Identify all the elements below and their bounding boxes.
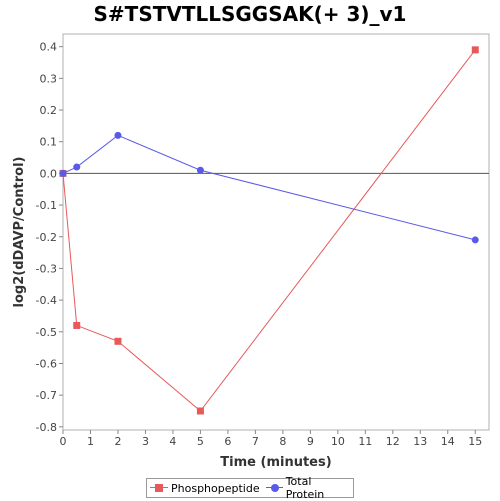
data-point (114, 337, 122, 345)
x-tick-label: 15 (468, 435, 482, 448)
x-axis-label: Time (minutes) (220, 455, 331, 470)
x-tick-label: 2 (114, 435, 121, 448)
y-tick-label: -0.2 (36, 231, 57, 244)
x-tick-label: 3 (142, 435, 149, 448)
y-tick-label: 0.1 (40, 136, 58, 149)
data-point (73, 321, 81, 329)
legend-label: Phosphopeptide (171, 481, 260, 495)
circle-marker-icon (265, 483, 283, 493)
data-point (59, 169, 67, 177)
x-tick-label: 6 (224, 435, 231, 448)
legend-item-total-protein: Total Protein (265, 475, 350, 501)
x-tick-label: 0 (60, 435, 67, 448)
y-tick-label: 0.3 (40, 72, 58, 85)
y-tick-label: -0.6 (36, 357, 57, 370)
y-tick-label: -0.4 (36, 294, 57, 307)
square-marker-icon (150, 483, 168, 493)
legend-label: Total Protein (285, 475, 325, 501)
y-tick-label: -0.7 (36, 389, 57, 402)
x-tick-label: 5 (197, 435, 204, 448)
y-tick-label: -0.1 (36, 199, 57, 212)
x-tick-label: 8 (279, 435, 286, 448)
x-tick-label: 13 (413, 435, 427, 448)
x-tick-label: 11 (358, 435, 372, 448)
data-point (73, 163, 81, 171)
x-tick-label: 4 (169, 435, 176, 448)
plot-area (62, 33, 490, 431)
data-point (196, 166, 204, 174)
data-point (471, 46, 479, 54)
y-tick-label: 0.0 (40, 167, 58, 180)
y-tick-label: -0.3 (36, 262, 57, 275)
x-tick-label: 1 (87, 435, 94, 448)
y-axis-label: log2(dDAVP/Control) (12, 157, 27, 308)
legend-item-phosphopeptide: Phosphopeptide (150, 482, 260, 495)
data-point (114, 131, 122, 139)
x-tick-label: 10 (331, 435, 345, 448)
legend: Phosphopeptide Total Protein (146, 475, 354, 501)
y-tick-label: 0.2 (40, 104, 58, 117)
data-point (196, 407, 204, 415)
x-tick-label: 14 (441, 435, 455, 448)
y-tick-label: -0.8 (36, 421, 57, 434)
x-tick-label: 9 (307, 435, 314, 448)
x-tick-label: 7 (252, 435, 259, 448)
y-tick-label: -0.5 (36, 326, 57, 339)
x-tick-label: 12 (386, 435, 400, 448)
chart-title: S#TSTVTLLSGGSAK(+ 3)_v1 (93, 2, 407, 26)
y-tick-label: 0.4 (40, 41, 58, 54)
data-point (471, 236, 479, 244)
